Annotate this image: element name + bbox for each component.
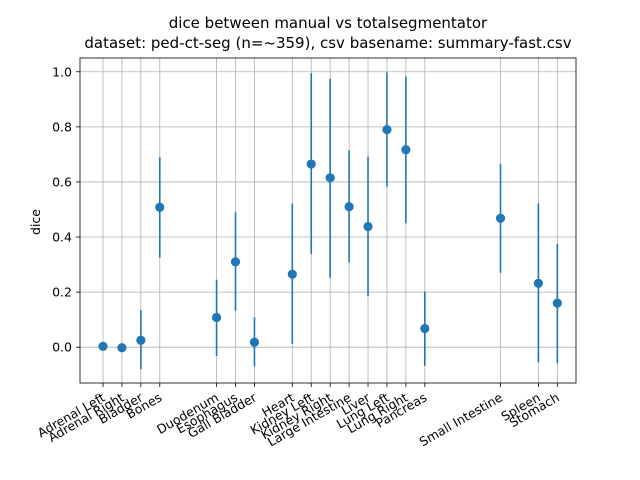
y-tick-label: 0.8 <box>52 119 72 134</box>
y-axis-label: dice <box>28 209 43 235</box>
mean-point <box>325 173 335 183</box>
chart-title-line-2: dataset: ped-ct-seg (n=~359), csv basena… <box>84 34 571 52</box>
mean-point <box>420 323 430 334</box>
mean-point <box>533 278 543 288</box>
y-tick-label: 0.2 <box>52 285 72 300</box>
mean-point <box>249 337 260 347</box>
mean-point <box>552 298 562 308</box>
mean-point <box>382 125 392 135</box>
data-layer <box>98 72 562 370</box>
mean-point <box>344 202 354 212</box>
chart-title-line-1: dice between manual vs totalsegmentator <box>169 14 488 32</box>
mean-point <box>211 312 222 323</box>
y-tick-label: 0.6 <box>52 174 72 189</box>
mean-point <box>117 343 127 353</box>
mean-point <box>306 159 316 169</box>
y-tick-label: 1.0 <box>52 64 72 79</box>
plot-frame <box>79 57 577 384</box>
mean-point <box>230 257 241 267</box>
y-tick-label: 0.0 <box>52 340 72 355</box>
mean-point <box>98 341 108 351</box>
mean-point <box>363 221 373 232</box>
y-tick-label: 0.4 <box>52 230 72 245</box>
mean-point <box>155 202 165 212</box>
mean-point <box>495 213 506 223</box>
mean-point <box>401 145 411 155</box>
mean-point <box>287 269 297 279</box>
x-tick-label: Small Intestine <box>417 389 506 449</box>
mean-point <box>136 335 146 345</box>
